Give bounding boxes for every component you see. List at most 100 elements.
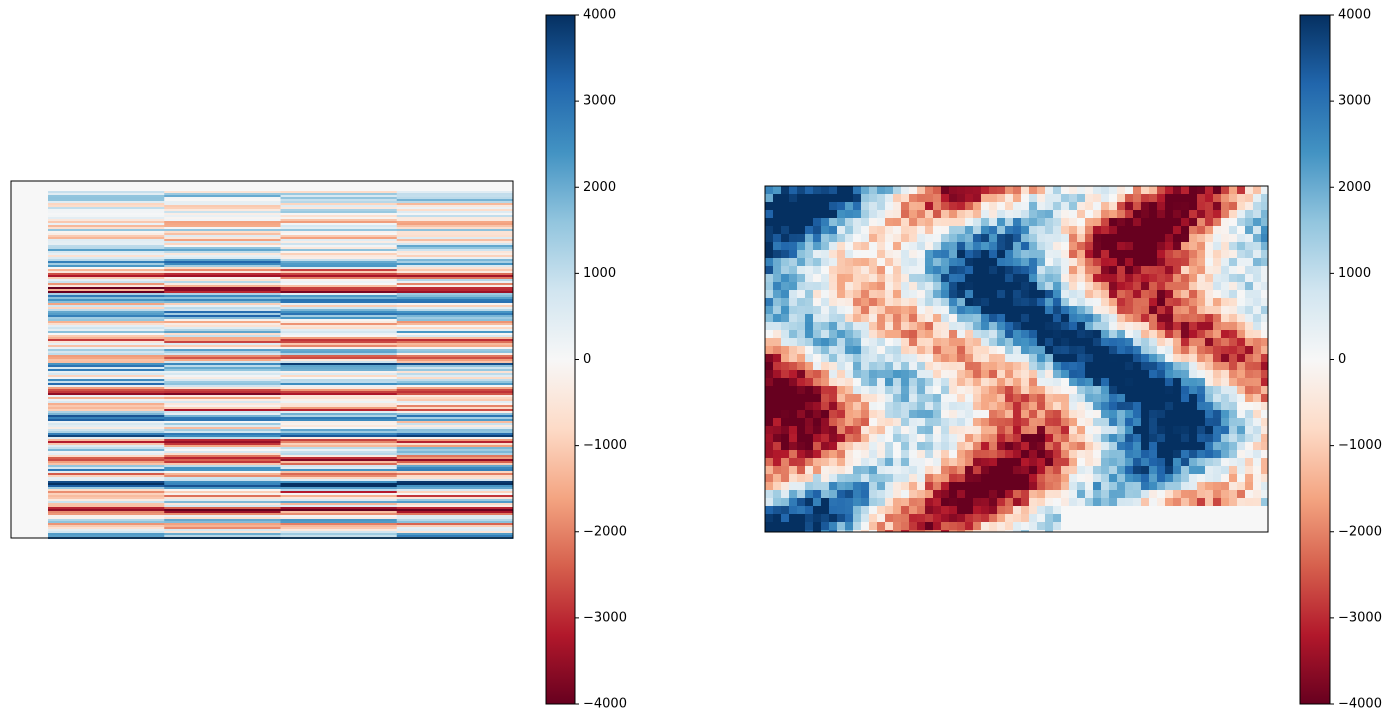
image-texture xyxy=(48,521,165,523)
image-texture xyxy=(1005,338,1013,346)
image-texture xyxy=(789,306,797,314)
image-texture xyxy=(1149,434,1157,442)
image-texture xyxy=(48,251,165,253)
image-texture xyxy=(164,267,281,269)
image-texture xyxy=(396,307,514,309)
image-texture xyxy=(1109,474,1117,482)
image-texture xyxy=(1029,322,1037,330)
image-texture xyxy=(869,242,877,250)
image-texture xyxy=(1261,298,1268,306)
image-texture xyxy=(1141,474,1149,482)
image-texture xyxy=(1085,314,1093,322)
image-texture xyxy=(853,242,861,250)
image-texture xyxy=(781,194,789,202)
image-texture xyxy=(1221,362,1229,370)
image-texture xyxy=(933,338,941,346)
image-texture xyxy=(1101,298,1109,306)
image-texture xyxy=(981,346,989,354)
image-texture xyxy=(48,401,165,403)
image-texture xyxy=(949,490,957,498)
image-texture xyxy=(1189,322,1197,330)
image-texture xyxy=(1021,290,1029,298)
image-texture xyxy=(1045,338,1053,346)
image-texture xyxy=(1117,290,1125,298)
image-texture xyxy=(973,522,981,530)
image-texture xyxy=(957,506,965,514)
image-texture xyxy=(765,394,773,402)
image-texture xyxy=(1077,282,1085,290)
image-texture xyxy=(989,426,997,434)
image-texture xyxy=(280,209,398,211)
image-texture xyxy=(1053,250,1061,258)
image-texture xyxy=(909,506,917,514)
image-texture xyxy=(1005,394,1013,402)
image-texture xyxy=(1245,482,1253,490)
image-texture xyxy=(1189,298,1197,306)
image-texture xyxy=(949,274,957,282)
image-texture xyxy=(973,482,981,490)
image-texture xyxy=(164,417,281,419)
image-texture xyxy=(893,522,901,530)
image-texture xyxy=(396,191,514,193)
image-texture xyxy=(396,397,514,399)
image-texture xyxy=(797,442,805,450)
image-texture xyxy=(829,242,837,250)
image-texture xyxy=(941,522,949,530)
image-texture xyxy=(1005,234,1013,242)
image-texture xyxy=(829,338,837,346)
image-texture xyxy=(1117,258,1125,266)
image-texture xyxy=(1181,274,1189,282)
image-texture xyxy=(1157,482,1165,490)
image-texture xyxy=(821,242,829,250)
image-texture xyxy=(853,194,861,202)
image-texture xyxy=(829,298,837,306)
image-texture xyxy=(1197,442,1205,450)
image-texture xyxy=(48,349,165,351)
image-texture xyxy=(909,442,917,450)
image-texture xyxy=(280,253,398,255)
image-texture xyxy=(813,426,821,434)
image-texture xyxy=(829,194,837,202)
image-texture xyxy=(48,297,165,299)
image-texture xyxy=(797,506,805,514)
image-texture xyxy=(949,522,957,530)
image-texture xyxy=(280,325,398,327)
image-texture xyxy=(1261,314,1268,322)
image-texture xyxy=(1229,338,1237,346)
image-texture xyxy=(164,197,281,199)
image-texture xyxy=(164,533,281,535)
image-texture xyxy=(1013,186,1021,194)
image-texture xyxy=(396,345,514,347)
image-texture xyxy=(829,306,837,314)
image-texture xyxy=(1045,362,1053,370)
image-texture xyxy=(1061,194,1069,202)
image-texture xyxy=(837,250,845,258)
image-texture xyxy=(164,475,281,477)
colorbar-tick-label: 2000 xyxy=(1338,180,1371,195)
image-texture xyxy=(1069,330,1077,338)
image-texture xyxy=(893,306,901,314)
image-texture xyxy=(48,359,165,361)
image-texture xyxy=(973,250,981,258)
image-texture xyxy=(1229,210,1237,218)
image-texture xyxy=(781,306,789,314)
image-texture xyxy=(1061,458,1069,466)
image-texture xyxy=(280,389,398,391)
image-texture xyxy=(1181,490,1189,498)
image-texture xyxy=(1157,490,1165,498)
image-texture xyxy=(48,333,165,335)
image-texture xyxy=(164,427,281,429)
image-texture xyxy=(164,217,281,219)
image-texture xyxy=(1109,218,1117,226)
image-texture xyxy=(48,397,165,399)
image-texture xyxy=(997,250,1005,258)
image-texture xyxy=(396,283,514,285)
image-texture xyxy=(396,507,514,509)
image-texture xyxy=(853,394,861,402)
image-texture xyxy=(396,443,514,445)
image-texture xyxy=(989,322,997,330)
image-texture xyxy=(981,522,989,530)
image-texture xyxy=(396,201,514,203)
image-texture xyxy=(1253,450,1261,458)
image-texture xyxy=(981,410,989,418)
